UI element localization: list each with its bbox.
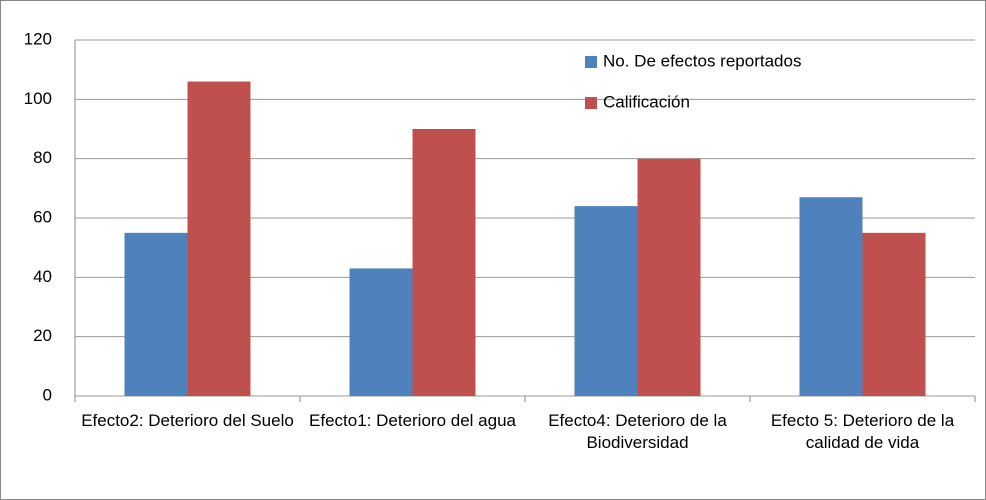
x-tick-label: Efecto 5: Deterioro de la calidad de vid…: [770, 411, 955, 452]
y-tick-label: 120: [24, 29, 52, 48]
y-tick-label: 100: [24, 89, 52, 108]
bar: [124, 232, 188, 396]
bar: [862, 232, 926, 396]
legend-swatch: [585, 56, 597, 68]
x-tick-label: Efecto4: Deterioro de la Biodiversidad: [548, 411, 727, 452]
y-tick-label: 80: [33, 148, 52, 167]
y-tick-label: 0: [43, 385, 52, 404]
legend-label: Calificación: [603, 92, 690, 111]
x-tick-label: Efecto1: Deterioro del agua: [309, 411, 516, 430]
bar: [799, 197, 863, 396]
bar: [574, 206, 638, 396]
legend-swatch: [585, 97, 597, 109]
bar: [412, 129, 476, 396]
y-tick-label: 60: [33, 207, 52, 226]
legend-label: No. De efectos reportados: [603, 51, 801, 70]
bar: [187, 81, 251, 397]
y-tick-label: 40: [33, 267, 52, 286]
bar: [637, 158, 701, 396]
x-tick-label: Efecto2: Deterioro del Suelo: [81, 411, 294, 430]
y-tick-label: 20: [33, 326, 52, 345]
bar: [349, 268, 413, 396]
